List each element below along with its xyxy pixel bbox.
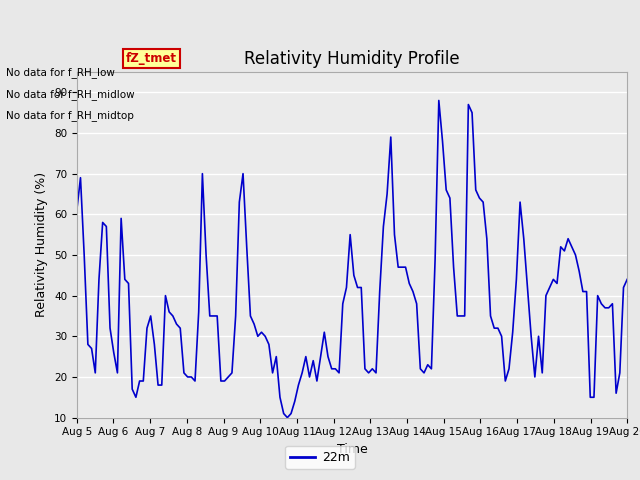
Legend: 22m: 22m xyxy=(285,446,355,469)
Text: No data for f_RH_midlow: No data for f_RH_midlow xyxy=(6,89,135,100)
Text: No data for f_RH_midtop: No data for f_RH_midtop xyxy=(6,110,134,121)
Y-axis label: Relativity Humidity (%): Relativity Humidity (%) xyxy=(35,172,49,317)
X-axis label: Time: Time xyxy=(337,443,367,456)
Text: fZ_tmet: fZ_tmet xyxy=(125,52,177,65)
Text: No data for f_RH_low: No data for f_RH_low xyxy=(6,67,115,78)
Title: Relativity Humidity Profile: Relativity Humidity Profile xyxy=(244,49,460,68)
